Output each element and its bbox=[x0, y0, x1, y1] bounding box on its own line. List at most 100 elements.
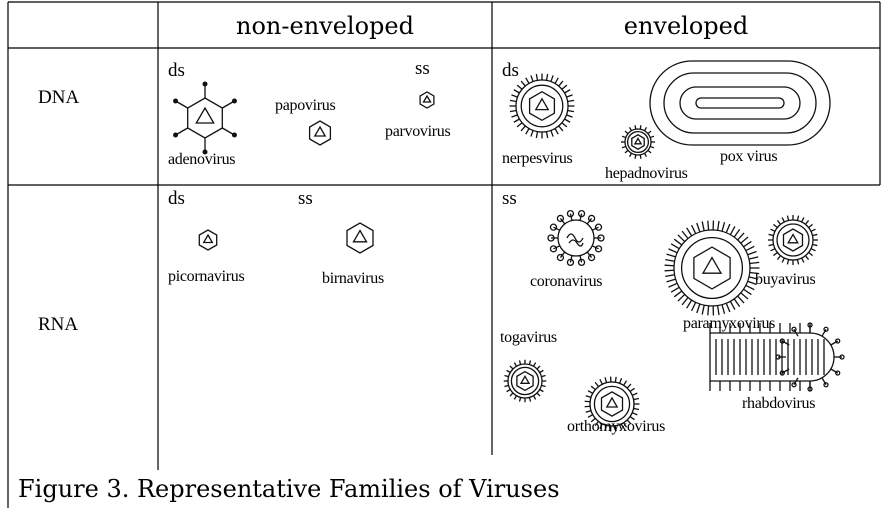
spike bbox=[628, 152, 633, 158]
spike bbox=[721, 304, 726, 314]
spike bbox=[812, 243, 818, 247]
envelope-inner bbox=[680, 236, 744, 300]
spike bbox=[513, 362, 518, 367]
spike bbox=[585, 395, 592, 399]
virus-icon bbox=[503, 359, 547, 403]
spike bbox=[776, 255, 782, 260]
spike bbox=[745, 284, 755, 291]
spike bbox=[701, 221, 705, 231]
capsid bbox=[600, 391, 624, 417]
spike bbox=[647, 149, 652, 154]
spike bbox=[773, 251, 778, 257]
spike bbox=[536, 365, 541, 370]
strand-label: ds bbox=[168, 60, 185, 81]
spike bbox=[564, 89, 571, 94]
spike bbox=[643, 126, 648, 132]
spike bbox=[666, 253, 676, 258]
virus-icon bbox=[709, 322, 845, 392]
spike bbox=[796, 259, 800, 265]
spike bbox=[681, 230, 689, 239]
knob bbox=[577, 209, 586, 218]
spike bbox=[810, 228, 816, 232]
spike bbox=[621, 145, 627, 149]
spike bbox=[550, 130, 554, 137]
spike bbox=[509, 392, 514, 397]
spike bbox=[520, 125, 526, 132]
virus-icon bbox=[768, 215, 818, 265]
row-label: RNA bbox=[38, 314, 78, 335]
knob bbox=[594, 223, 603, 231]
virus-icon bbox=[419, 91, 435, 109]
spike bbox=[686, 299, 693, 309]
envelope-inner bbox=[593, 385, 631, 423]
spike bbox=[673, 290, 683, 298]
spike bbox=[677, 234, 686, 242]
spike bbox=[677, 294, 686, 302]
spike bbox=[740, 292, 749, 300]
spike bbox=[665, 258, 675, 262]
capsid-face bbox=[633, 137, 643, 145]
virus-icon bbox=[649, 60, 831, 146]
column-header: enveloped bbox=[624, 12, 748, 40]
spike bbox=[528, 397, 532, 402]
spike bbox=[594, 381, 600, 388]
spike bbox=[599, 379, 603, 385]
knob bbox=[556, 214, 565, 223]
rod bbox=[709, 332, 835, 382]
spike bbox=[558, 125, 564, 132]
spike bbox=[725, 223, 731, 234]
spike bbox=[743, 240, 752, 248]
spike bbox=[590, 417, 596, 423]
spike bbox=[668, 248, 678, 254]
envelope bbox=[624, 128, 652, 156]
spike bbox=[664, 264, 675, 267]
spike bbox=[594, 420, 600, 427]
capsid bbox=[419, 91, 435, 109]
spike bbox=[541, 374, 546, 378]
spike bbox=[516, 84, 523, 90]
spike bbox=[649, 145, 655, 149]
spike bbox=[690, 224, 697, 234]
spike bbox=[623, 380, 628, 386]
spike bbox=[721, 222, 726, 232]
spike bbox=[707, 220, 710, 231]
caption: Figure 3. Representative Families of Vir… bbox=[18, 475, 560, 503]
spike bbox=[518, 397, 522, 402]
spike bbox=[509, 109, 517, 113]
envelope-inner bbox=[776, 223, 810, 257]
spike bbox=[545, 73, 549, 81]
spike bbox=[749, 261, 760, 265]
spike bbox=[737, 295, 745, 304]
spike bbox=[516, 122, 523, 128]
row-label: DNA bbox=[38, 87, 79, 108]
spike bbox=[614, 376, 617, 383]
capsid bbox=[782, 228, 804, 252]
knob bbox=[597, 234, 605, 242]
spike bbox=[786, 259, 790, 265]
column-header: non-enveloped bbox=[236, 12, 414, 40]
spike bbox=[821, 328, 827, 337]
spike bbox=[509, 99, 517, 103]
spike bbox=[733, 298, 741, 307]
spike bbox=[614, 425, 617, 432]
spike bbox=[550, 75, 554, 82]
spike bbox=[634, 125, 637, 130]
spike bbox=[804, 220, 810, 225]
spike bbox=[554, 128, 559, 135]
envelope bbox=[557, 219, 595, 257]
spike bbox=[748, 276, 759, 280]
spike bbox=[626, 419, 632, 425]
spike bbox=[707, 305, 710, 316]
spike bbox=[643, 152, 648, 158]
virus-icon bbox=[509, 73, 575, 139]
spike bbox=[776, 220, 782, 225]
spike bbox=[587, 414, 594, 418]
virus-name: togavirus bbox=[500, 329, 557, 346]
spike bbox=[631, 412, 638, 416]
capsid-face bbox=[202, 233, 214, 244]
knob bbox=[549, 245, 558, 253]
knob bbox=[202, 149, 208, 155]
spike bbox=[511, 114, 518, 118]
spike bbox=[545, 131, 549, 139]
capsid bbox=[528, 90, 556, 122]
